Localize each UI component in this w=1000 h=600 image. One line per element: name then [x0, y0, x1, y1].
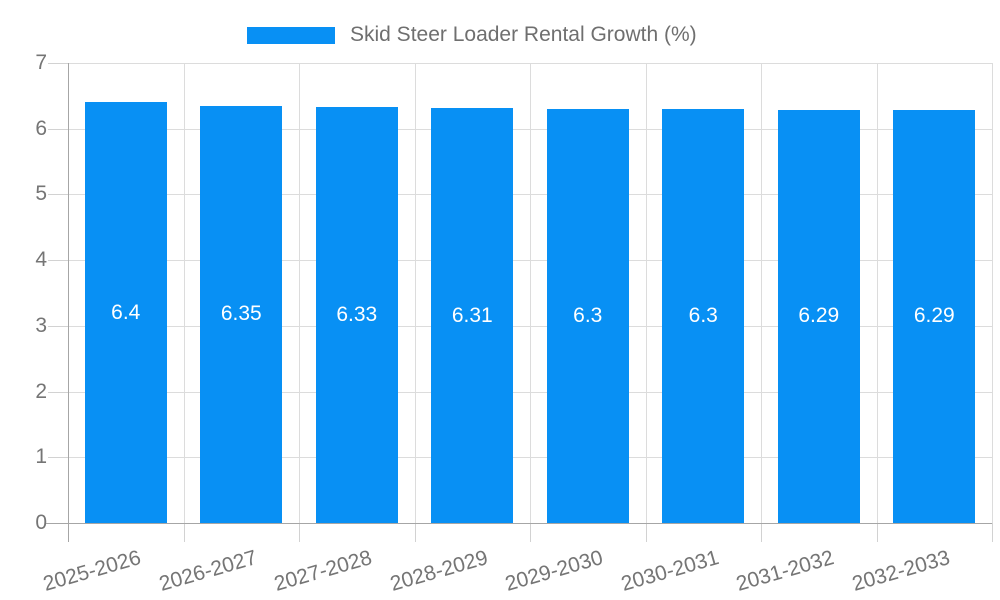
gridline-vertical [876, 63, 878, 523]
y-axis-label: 7 [35, 51, 47, 74]
y-axis-label: 2 [35, 379, 47, 403]
y-axis-label: 6 [35, 116, 47, 140]
x-axis-label: 2031-2032 [733, 546, 837, 596]
x-axis-label: 2028-2029 [387, 546, 491, 596]
legend-label: Skid Steer Loader Rental Growth (%) [350, 23, 697, 46]
bar[interactable] [777, 109, 860, 523]
y-axis-tick [48, 128, 68, 130]
bar[interactable] [546, 109, 629, 523]
y-axis-tick [48, 194, 68, 196]
x-axis-tick [530, 523, 531, 542]
y-axis-label: 4 [35, 248, 47, 272]
gridline-vertical [645, 63, 647, 523]
x-axis-tick [992, 523, 993, 542]
y-axis-tick [48, 63, 68, 64]
bar-value-label: 6.3 [573, 304, 603, 327]
x-axis-label: 2025-2026 [40, 546, 144, 596]
x-axis-label: 2029-2030 [502, 546, 606, 596]
gridline-vertical [414, 63, 416, 523]
bar[interactable] [662, 109, 745, 523]
gridline-vertical [530, 63, 531, 523]
legend-swatch [247, 26, 335, 44]
x-axis-label: 2032-2033 [849, 546, 953, 596]
bar[interactable] [893, 109, 976, 523]
y-axis-tick [48, 325, 68, 327]
bar[interactable] [200, 105, 283, 523]
x-axis-line [46, 523, 992, 524]
x-axis-label: 2027-2028 [271, 546, 375, 596]
y-axis-line [68, 63, 69, 542]
gridline-vertical [992, 63, 993, 523]
bar-value-label: 6.29 [913, 304, 955, 328]
bar-value-label: 6.4 [111, 300, 141, 324]
bar-value-label: 6.33 [336, 303, 378, 326]
x-axis-tick [761, 523, 762, 542]
y-axis-label: 3 [35, 313, 47, 337]
bar[interactable] [431, 108, 514, 523]
gridline-vertical [183, 63, 185, 523]
bar-value-label: 6.3 [688, 304, 718, 327]
y-axis-label: 0 [35, 511, 47, 534]
y-axis-label: 5 [35, 182, 47, 206]
x-axis-label: 2026-2027 [156, 546, 260, 596]
x-axis-tick [645, 523, 647, 542]
gridline-vertical [761, 63, 762, 523]
y-axis-tick [48, 391, 68, 393]
bar-value-label: 6.31 [451, 303, 493, 327]
x-axis-tick [299, 523, 300, 542]
bar[interactable] [315, 107, 398, 523]
bar-value-label: 6.35 [220, 302, 262, 326]
x-axis-tick [876, 523, 878, 542]
bar[interactable] [84, 102, 167, 523]
y-axis-label: 1 [35, 445, 47, 469]
y-axis-tick [48, 260, 68, 262]
legend[interactable]: Skid Steer Loader Rental Growth (%) [247, 24, 697, 46]
x-axis-label: 2030-2031 [618, 546, 722, 596]
gridline-vertical [299, 63, 300, 523]
y-axis-tick [48, 457, 68, 459]
bar-value-label: 6.29 [798, 304, 840, 328]
x-axis-tick [183, 523, 185, 542]
x-axis-tick [414, 523, 416, 542]
